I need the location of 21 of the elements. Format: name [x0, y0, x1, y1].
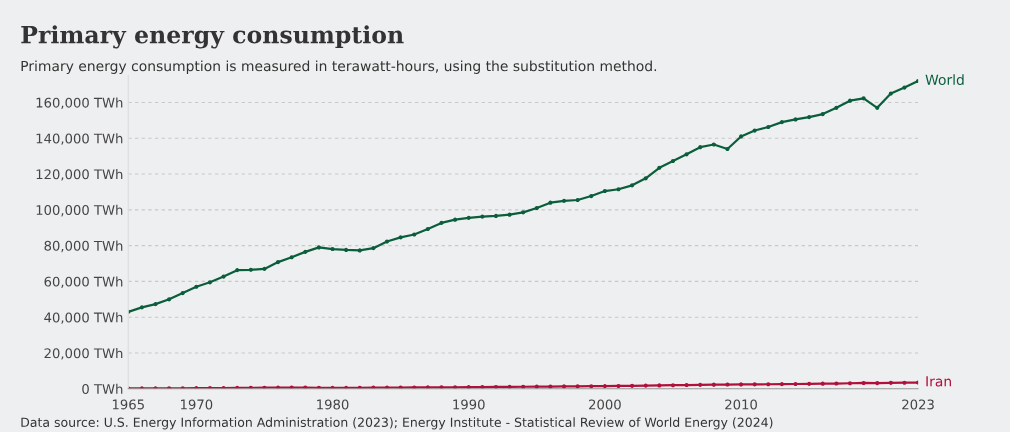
- y-tick-label: 100,000 TWh: [36, 204, 123, 217]
- x-tick-label: 2000: [589, 399, 621, 410]
- source-note: Data source: U.S. Energy Information Administration (2023); Energy Institute - Statistical Review of World Energy (2024): [21, 417, 773, 430]
- x-tick-label: 1965: [112, 399, 144, 410]
- y-tick-label: 20,000 TWh: [44, 347, 123, 360]
- series-label: Iran: [926, 376, 951, 387]
- y-tick-label: 160,000 TWh: [36, 97, 123, 109]
- x-tick-label: 1980: [317, 399, 349, 410]
- y-tick-label: 60,000 TWh: [44, 276, 123, 288]
- x-tick-label: 2010: [725, 399, 757, 410]
- y-tick-label: 80,000 TWh: [44, 240, 123, 253]
- chart-subtitle: Primary energy consumption is measured in terawatt-hours, using the substitution method.: [21, 60, 657, 74]
- x-tick-label: 1970: [181, 399, 213, 410]
- x-tick-label: 1990: [453, 399, 485, 410]
- series-label: World: [925, 74, 964, 85]
- y-tick-label: 120,000 TWh: [36, 169, 123, 181]
- chart-title: Primary energy consumption: [21, 25, 404, 49]
- y-tick-label: 40,000 TWh: [44, 312, 123, 324]
- y-tick-label: 140,000 TWh: [36, 133, 123, 145]
- x-tick-label: 2023: [902, 399, 934, 410]
- y-tick-label: 0 TWh: [82, 383, 123, 394]
